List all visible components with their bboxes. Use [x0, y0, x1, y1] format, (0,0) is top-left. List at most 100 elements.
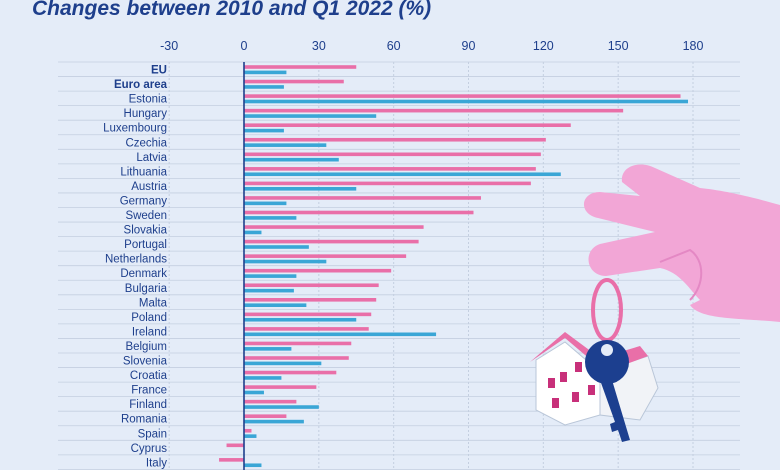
bar-pink [244, 123, 571, 127]
bar-blue [244, 172, 561, 177]
x-tick-labels: -30 0 30 60 90 120 150 180 [160, 39, 703, 53]
bar-blue [244, 419, 304, 424]
category-label: Hungary [124, 108, 168, 120]
category-label: Romania [121, 414, 168, 426]
bar-pink [244, 239, 419, 244]
bar-pink [244, 181, 531, 186]
bar-blue [244, 347, 292, 351]
x-tick-label: 0 [241, 39, 248, 53]
bar-pink [244, 341, 352, 346]
category-label: Netherlands [105, 254, 167, 266]
bar-blue [244, 463, 262, 468]
category-label: Sweden [125, 210, 167, 222]
bar-blue [244, 70, 287, 75]
x-tick-label: 60 [387, 39, 401, 53]
category-label: Poland [131, 312, 167, 324]
bar-blue [244, 405, 319, 409]
bar-blue [244, 390, 264, 395]
category-label: Latvia [136, 152, 167, 164]
category-label: Lithuania [120, 166, 167, 178]
bar-pink [244, 137, 546, 142]
hand-thumb-icon [659, 248, 703, 301]
bar-blue [244, 99, 689, 104]
bar-pink [226, 443, 244, 448]
category-label: Italy [146, 457, 167, 469]
bar-blue [244, 157, 339, 162]
bar-blue [244, 230, 262, 235]
bar-blue [244, 361, 322, 366]
bar-pink [244, 414, 287, 418]
category-label: Spain [138, 428, 167, 440]
bar-blue [244, 303, 307, 307]
bar-pink [244, 196, 481, 200]
bar-pink [244, 210, 474, 215]
bar-blue [244, 332, 437, 337]
bar-blue [244, 245, 309, 249]
chart-title: Changes between 2010 and Q1 2022 (%) [32, 0, 432, 20]
bar-blue [244, 288, 294, 293]
bar-pink [244, 399, 297, 404]
bar-pink [244, 370, 337, 375]
bar-pink [244, 152, 541, 157]
x-tick-label: 120 [533, 39, 554, 53]
bar-blue [244, 317, 357, 322]
category-label: Belgium [125, 341, 167, 353]
bar-pink [244, 356, 349, 360]
category-label: Austria [131, 181, 167, 193]
category-label: Slovakia [124, 225, 168, 237]
category-label: EU [151, 65, 167, 77]
x-tick-label: 30 [312, 39, 326, 53]
bar-blue [244, 216, 297, 220]
bar-pink [244, 312, 372, 317]
category-labels: EU Euro area Estonia Hungary Luxembourg Czech… [103, 65, 168, 470]
category-label: Germany [120, 195, 168, 207]
category-label: France [131, 385, 167, 397]
bar-blue [244, 201, 287, 206]
category-label: Slovenia [123, 356, 168, 368]
category-label: Cyprus [131, 443, 168, 455]
category-label: Croatia [130, 370, 168, 382]
bar-blue [244, 85, 284, 89]
hand-icon [583, 164, 780, 322]
bar-pink [244, 385, 317, 389]
key-icon [585, 340, 630, 442]
bar-blue [244, 143, 327, 147]
bar-blue [244, 274, 297, 278]
category-label: Luxembourg [103, 123, 167, 135]
category-label: Finland [129, 399, 167, 411]
bar-pink [244, 254, 407, 258]
bar-marks [219, 65, 689, 468]
bar-pink [244, 108, 624, 113]
category-label: Malta [139, 297, 168, 309]
key-ring-icon [591, 278, 623, 342]
category-label: Ireland [132, 326, 167, 338]
category-label: Denmark [120, 268, 167, 280]
bar-blue [244, 128, 284, 133]
category-label: Czechia [125, 137, 167, 149]
category-label: Portugal [124, 239, 167, 251]
bar-pink [219, 458, 244, 462]
bar-pink [244, 428, 252, 433]
bar-blue [244, 259, 327, 264]
bar-blue [244, 434, 257, 438]
bar-pink [244, 225, 424, 229]
x-tick-label: 150 [608, 39, 629, 53]
bar-blue [244, 114, 377, 118]
bar-pink [244, 327, 369, 331]
category-label: Bulgaria [125, 283, 168, 295]
category-label: Euro area [114, 79, 168, 91]
bar-pink [244, 283, 379, 288]
bar-pink [244, 65, 357, 69]
x-tick-label: -30 [160, 39, 178, 53]
bar-blue [244, 187, 357, 191]
bar-pink [244, 268, 392, 273]
x-tick-label: 90 [462, 39, 476, 53]
bar-blue [244, 376, 282, 380]
bar-pink [244, 79, 344, 84]
bar-pink [244, 94, 681, 98]
bar-pink [244, 167, 536, 171]
x-tick-label: 180 [683, 39, 704, 53]
